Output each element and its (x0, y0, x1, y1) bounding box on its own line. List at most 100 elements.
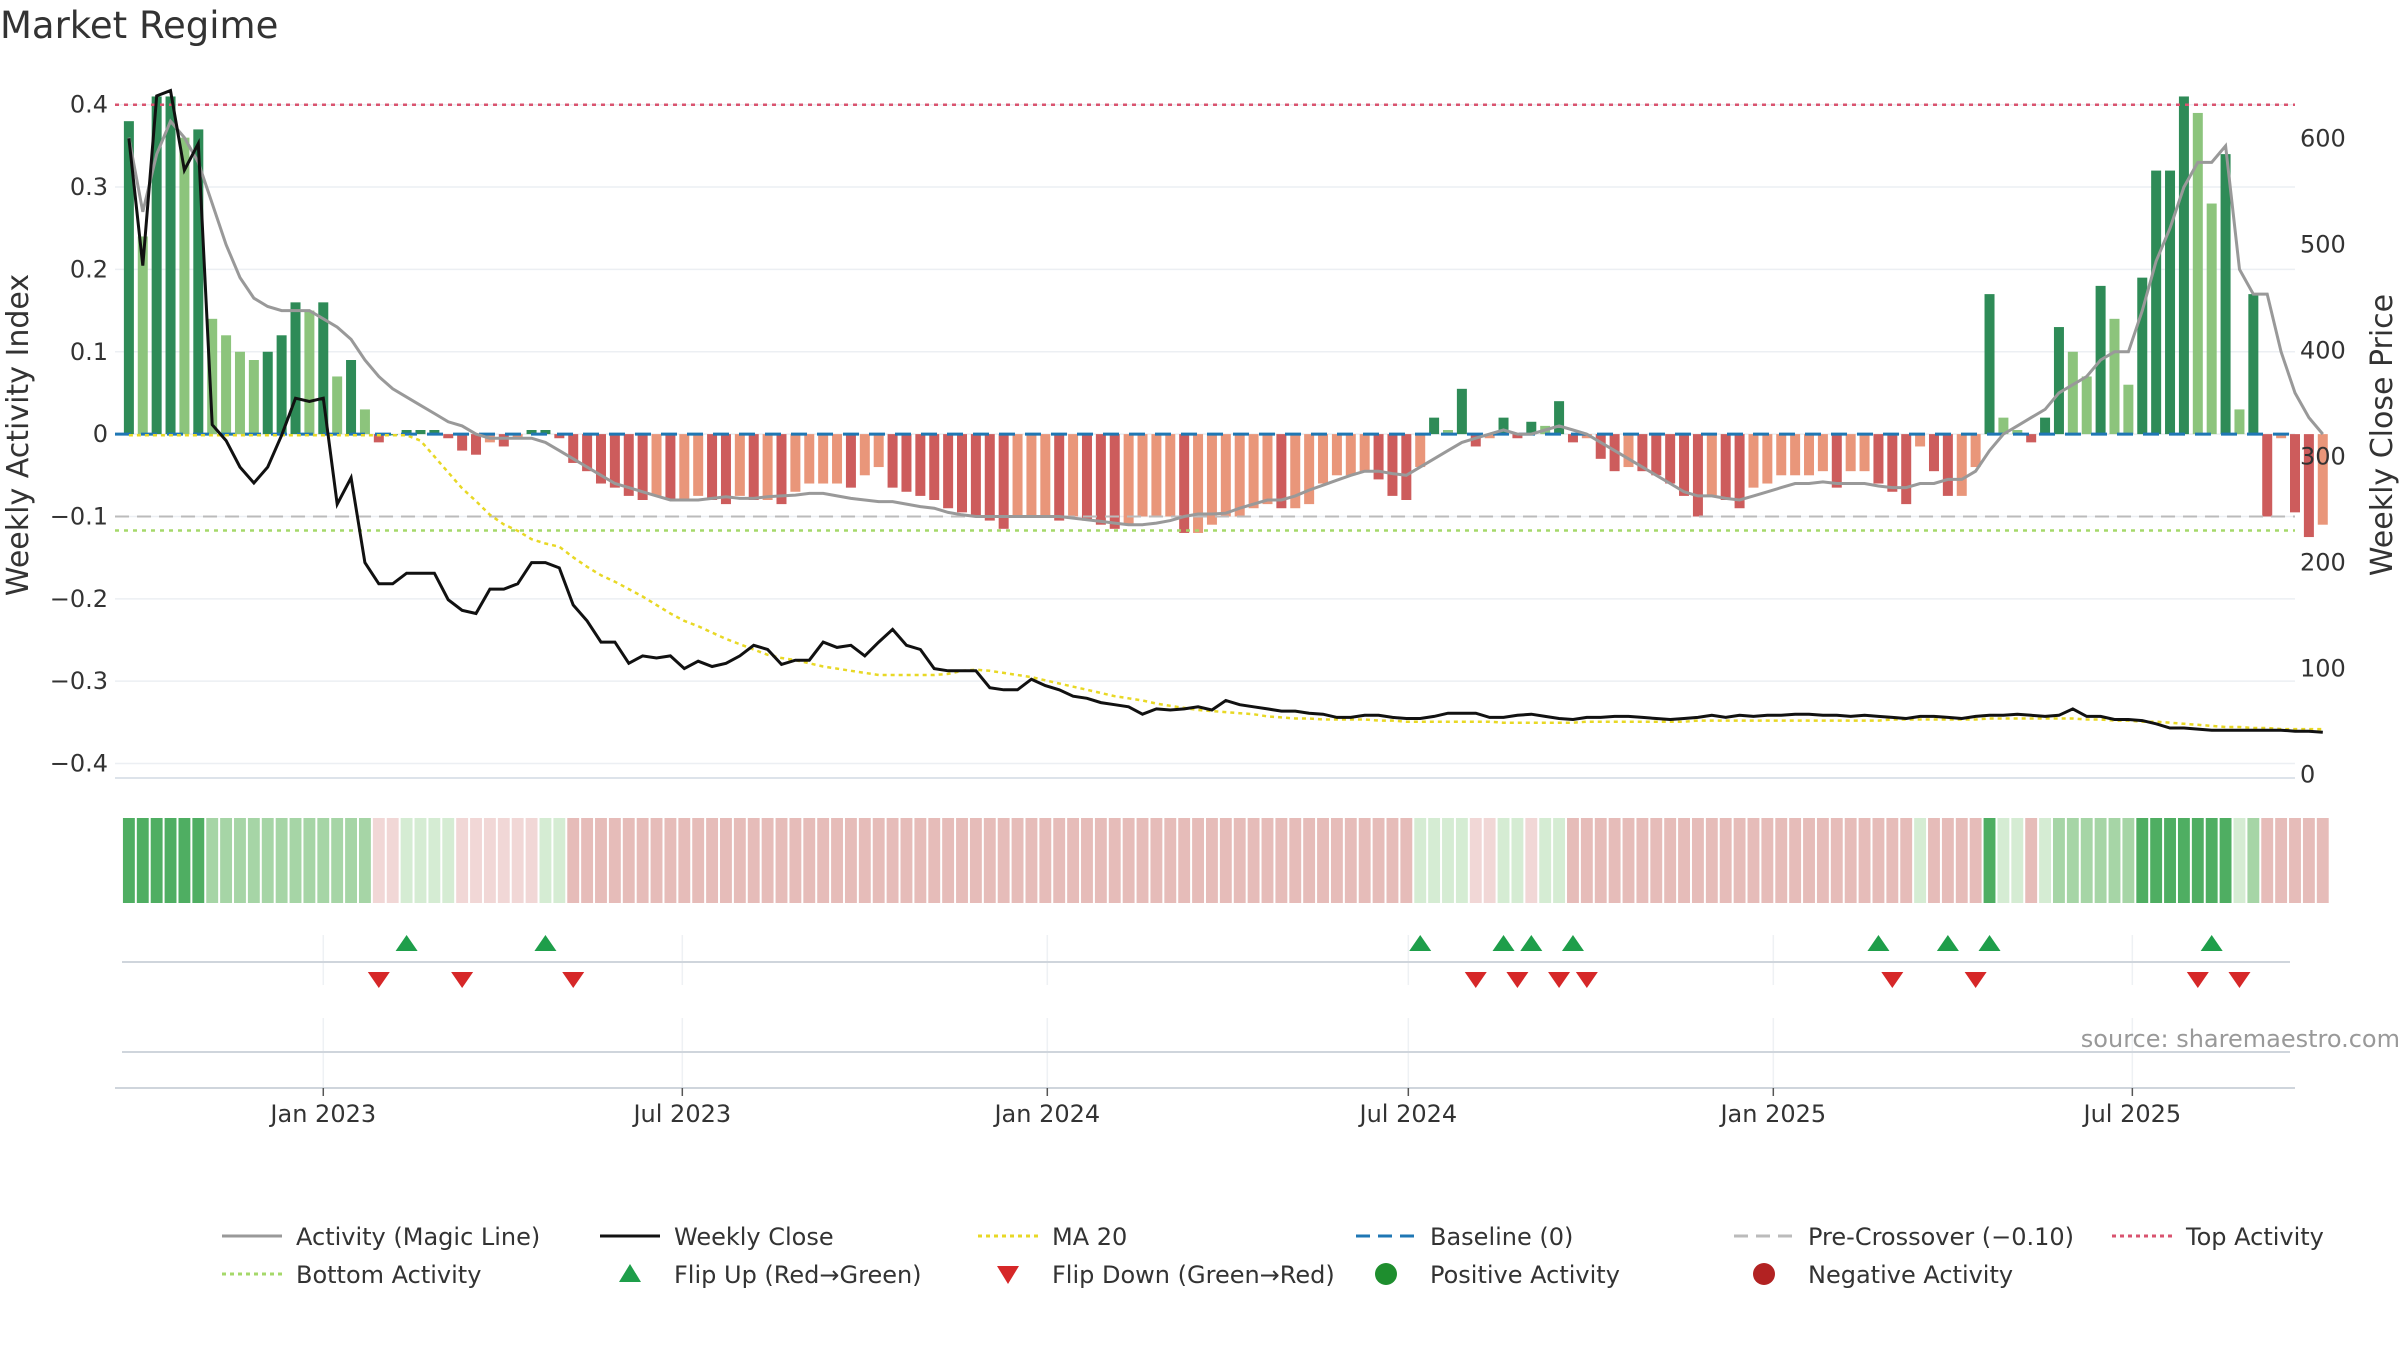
activity-bar (1234, 434, 1245, 517)
activity-bar (1276, 434, 1287, 509)
left-axis-label: Weekly Activity Index (1, 274, 36, 596)
x-tick-label: Jan 2025 (1718, 1100, 1826, 1128)
regime-cell (428, 818, 441, 903)
activity-bar (1581, 434, 1592, 439)
right-tick-label: 100 (2300, 655, 2346, 683)
regime-cell (2261, 818, 2274, 903)
activity-bar (540, 430, 551, 435)
regime-cell (1164, 818, 1177, 903)
regime-cell (1219, 818, 1232, 903)
regime-cell (1733, 818, 1746, 903)
x-tick-label: Jan 2023 (268, 1100, 376, 1128)
regime-cell (2164, 818, 2176, 903)
left-tick-label: −0.4 (50, 750, 108, 778)
activity-bar (1026, 434, 1037, 517)
regime-cell (1553, 818, 1566, 903)
activity-bar (2137, 277, 2148, 435)
regime-cell (789, 818, 802, 903)
regime-cell (1997, 818, 2010, 903)
activity-bar (957, 434, 968, 513)
activity-bar (1790, 434, 1801, 476)
regime-cell (1691, 818, 1704, 903)
regime-cell (1886, 818, 1899, 903)
regime-cell (1192, 818, 1204, 903)
regime-cell (997, 818, 1010, 903)
activity-bar (1123, 434, 1134, 525)
flip-up-marker (1409, 935, 1432, 951)
activity-bar (276, 335, 287, 435)
regime-cell (2289, 818, 2301, 903)
activity-bar (1623, 434, 1634, 468)
activity-bar (1165, 434, 1176, 517)
activity-bar (1692, 434, 1703, 517)
legend-label: Top Activity (2185, 1223, 2324, 1251)
regime-cell (1136, 818, 1149, 903)
activity-bar (1679, 434, 1690, 496)
regime-cell (400, 818, 413, 903)
activity-bar (2109, 318, 2120, 435)
activity-bar (554, 434, 565, 439)
activity-bar (609, 434, 620, 488)
regime-cell (1900, 818, 1913, 903)
regime-cell (2094, 818, 2107, 903)
activity-bar (2026, 434, 2037, 443)
legend-label: Activity (Magic Line) (296, 1223, 540, 1251)
regime-cell (1678, 818, 1690, 903)
activity-bar (1345, 434, 1356, 476)
activity-bar (2220, 154, 2231, 435)
regime-cell (1344, 818, 1357, 903)
regime-cell (2053, 818, 2065, 903)
activity-bar (693, 434, 704, 496)
left-tick-label: 0.3 (70, 173, 108, 201)
flip-up-marker (395, 935, 418, 951)
activity-bar (790, 434, 801, 492)
activity-bar (1484, 434, 1495, 439)
ma20-line (128, 434, 2323, 731)
activity-bar (2040, 417, 2051, 435)
activity-bar (1956, 434, 1967, 496)
regime-cell (220, 818, 233, 903)
legend-item: Weekly Close (600, 1223, 834, 1251)
flip-down-marker (1575, 972, 1598, 988)
activity-bar (637, 434, 648, 500)
regime-cell (1830, 818, 1843, 903)
flip-down-marker (1548, 972, 1571, 988)
activity-bar (151, 96, 162, 435)
activity-bar (915, 434, 926, 496)
legend-item: Positive Activity (1375, 1261, 1620, 1289)
regime-cell (1289, 818, 1302, 903)
left-tick-label: 0.4 (70, 91, 108, 119)
left-axis-ticks: 0.4 0.3 0.2 0.1 0 −0.1 −0.2 −0.3 −0.4 (50, 91, 108, 778)
regime-cell (1317, 818, 1329, 903)
activity-bar (457, 434, 468, 451)
activity-bar (984, 434, 995, 521)
regime-cell (553, 818, 566, 903)
regime-cell (567, 818, 580, 903)
regime-cell (692, 818, 705, 903)
regime-cell (2066, 818, 2079, 903)
legend-label: Bottom Activity (296, 1261, 481, 1289)
regime-cell (2219, 818, 2232, 903)
activity-bar (818, 434, 829, 484)
regime-cell (1622, 818, 1635, 903)
legend-triangle-down-swatch (997, 1266, 1019, 1284)
right-tick-label: 500 (2300, 230, 2346, 258)
activity-bar (1040, 434, 1051, 517)
regime-cell (1872, 818, 1885, 903)
regime-cell (1330, 818, 1343, 903)
regime-cell (900, 818, 913, 903)
activity-bar (1331, 434, 1342, 476)
activity-bar (665, 434, 676, 500)
activity-bar (207, 318, 218, 435)
regime-cell (581, 818, 594, 903)
activity-bar (873, 434, 884, 468)
regime-cell (1025, 818, 1038, 903)
regime-cell (1497, 818, 1510, 903)
regime-cell (2080, 818, 2093, 903)
regime-cell (2011, 818, 2024, 903)
activity-bar (2067, 351, 2078, 435)
flip-down-marker (451, 972, 474, 988)
regime-cell (720, 818, 732, 903)
regime-cell (1011, 818, 1024, 903)
